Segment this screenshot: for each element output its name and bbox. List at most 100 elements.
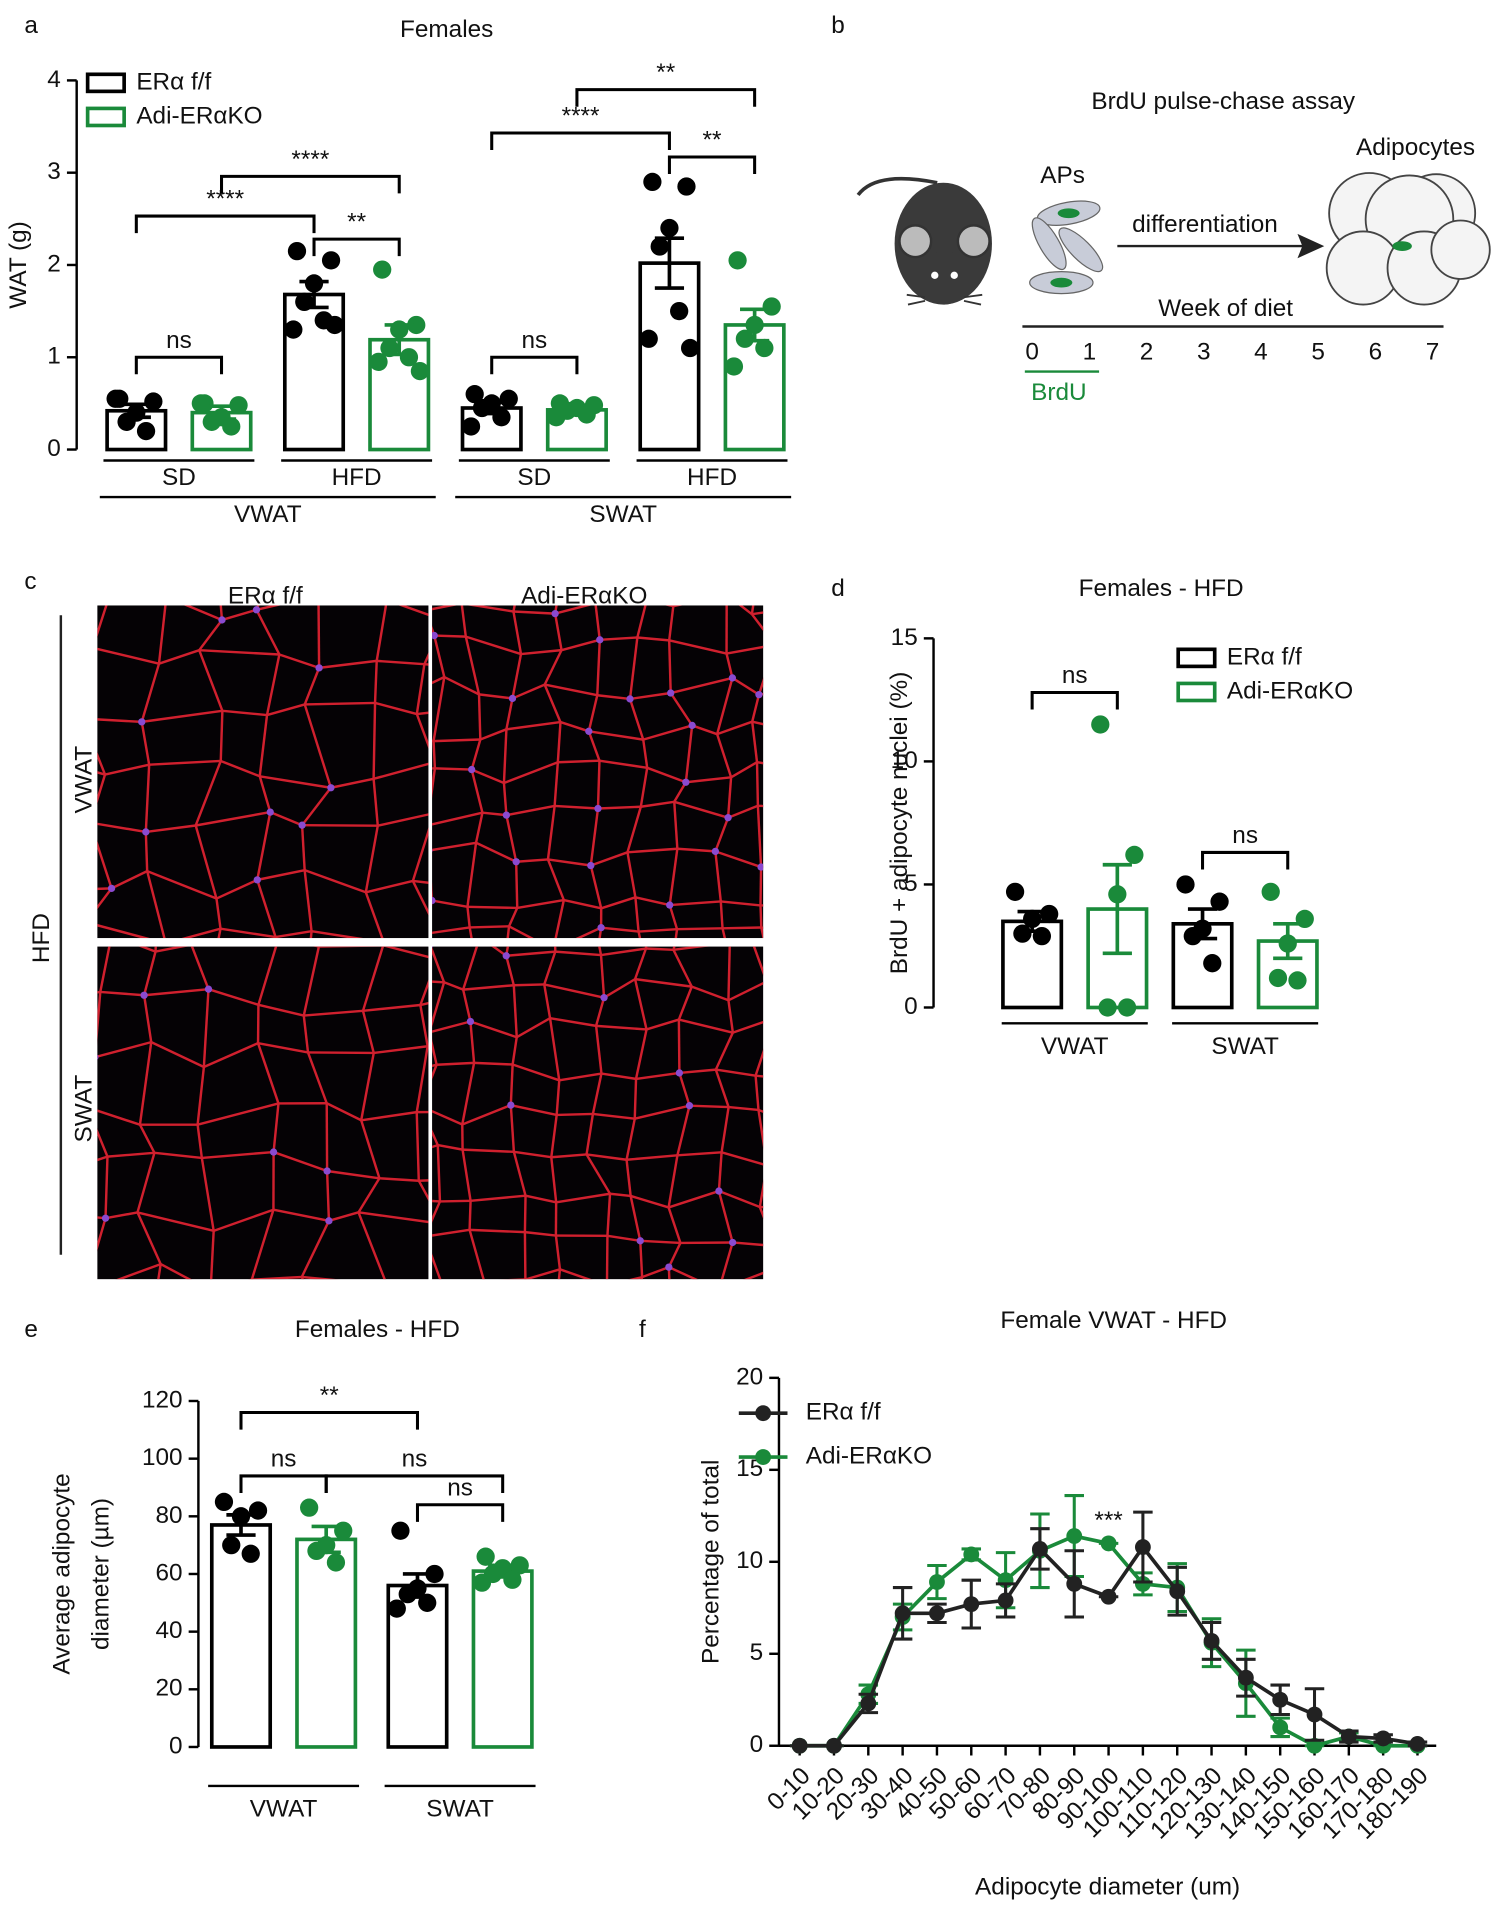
membrane <box>97 1217 107 1251</box>
membrane <box>257 946 278 1006</box>
membrane <box>727 946 731 1001</box>
membrane <box>721 1151 764 1166</box>
error-bar <box>1017 909 1047 934</box>
membrane <box>633 948 648 980</box>
error-bar <box>311 1524 341 1555</box>
membrane <box>304 701 376 706</box>
membrane <box>598 927 603 939</box>
membrane <box>255 609 281 656</box>
panel-label: a <box>24 12 38 39</box>
nucleus <box>107 884 116 893</box>
membrane <box>474 812 484 844</box>
data-point <box>499 389 518 408</box>
data-point <box>1272 1691 1289 1708</box>
membrane <box>559 1072 602 1082</box>
membrane <box>475 841 517 863</box>
significance-label: ** <box>656 59 675 86</box>
membrane <box>461 946 479 991</box>
membrane <box>594 605 601 640</box>
membrane <box>202 989 210 1068</box>
membrane <box>97 924 150 939</box>
membrane <box>360 1119 381 1179</box>
membrane <box>461 989 472 1022</box>
data-point <box>1091 715 1110 734</box>
membrane <box>525 1268 561 1280</box>
x-tick-label: SD <box>517 464 551 491</box>
nucleus <box>432 946 434 948</box>
week-label: 6 <box>1369 339 1383 366</box>
membrane <box>97 840 113 889</box>
membrane <box>140 721 151 765</box>
data-point <box>643 172 662 192</box>
data-point <box>826 1737 842 1754</box>
membrane <box>543 984 552 1019</box>
data-point <box>391 1521 410 1540</box>
membrane <box>667 1267 671 1280</box>
membrane <box>555 1080 561 1116</box>
data-point <box>321 251 341 270</box>
membrane <box>209 1230 215 1280</box>
nucleus <box>97 1054 99 1060</box>
membrane <box>433 738 481 743</box>
data-point <box>963 1596 980 1613</box>
membrane <box>721 928 727 939</box>
membrane <box>645 947 674 952</box>
membrane <box>667 1207 682 1244</box>
membrane <box>575 926 602 939</box>
membrane <box>482 811 507 817</box>
membrane <box>554 605 592 615</box>
error-bar <box>299 279 329 310</box>
membrane <box>634 977 692 988</box>
significance-bracket <box>312 237 401 257</box>
membrane <box>720 1242 734 1280</box>
data-point <box>214 1492 234 1512</box>
membrane <box>730 761 758 779</box>
mouse-ear <box>956 224 991 259</box>
membrane <box>423 652 429 665</box>
panel-label: f <box>639 1316 646 1343</box>
membrane <box>507 907 519 927</box>
membrane <box>318 659 377 670</box>
membrane <box>555 1192 611 1204</box>
mouse-whiskers <box>906 293 983 306</box>
membrane <box>104 763 150 776</box>
membrane <box>203 1042 259 1069</box>
membrane <box>596 760 601 809</box>
membrane <box>718 1189 761 1209</box>
membrane <box>633 978 648 1030</box>
membrane <box>634 1104 690 1120</box>
membrane <box>752 946 764 976</box>
membrane <box>215 898 222 929</box>
data-point <box>229 396 248 415</box>
nucleus <box>101 1214 110 1222</box>
membrane <box>468 1229 485 1280</box>
y-tick-label: 0 <box>904 993 918 1020</box>
nucleus <box>432 848 433 853</box>
membrane <box>758 1206 764 1219</box>
significance-bracket <box>134 214 316 234</box>
error-bar <box>654 236 685 290</box>
data-point <box>755 338 774 358</box>
membrane <box>361 1110 417 1122</box>
membrane <box>462 1148 514 1154</box>
membrane <box>150 1041 205 1069</box>
membrane <box>259 775 332 789</box>
membrane <box>727 804 759 819</box>
membrane <box>512 611 523 655</box>
membrane <box>636 605 647 638</box>
significance-bracket <box>219 174 401 194</box>
membrane <box>717 1152 723 1192</box>
membrane <box>265 654 281 716</box>
membrane <box>585 1153 612 1195</box>
membrane <box>432 1253 442 1280</box>
membrane <box>684 725 694 783</box>
data-point <box>894 1605 911 1622</box>
membrane <box>594 997 606 1027</box>
panel-label: b <box>831 12 845 39</box>
membrane <box>550 1157 558 1203</box>
membrane <box>714 1032 734 1071</box>
data-point <box>503 1570 522 1589</box>
panel-label: d <box>831 575 845 602</box>
nucleus <box>1057 208 1080 219</box>
